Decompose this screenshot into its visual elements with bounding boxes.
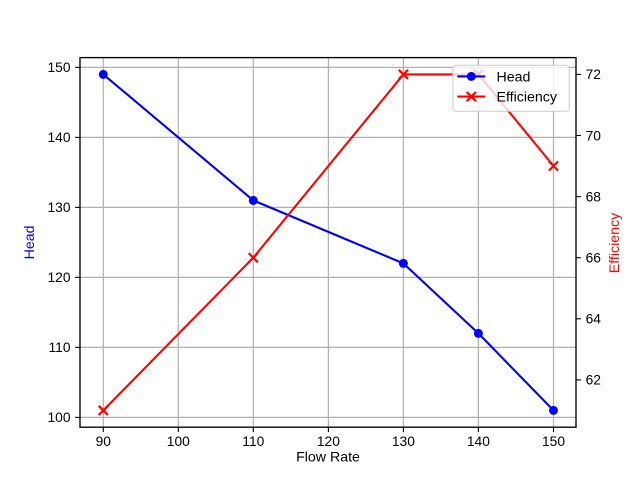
svg-text:100: 100 xyxy=(47,410,70,425)
svg-text:Head: Head xyxy=(497,69,531,85)
svg-text:90: 90 xyxy=(96,434,112,449)
svg-text:130: 130 xyxy=(392,434,415,449)
svg-text:140: 140 xyxy=(467,434,490,449)
svg-text:110: 110 xyxy=(242,434,264,449)
svg-text:70: 70 xyxy=(586,128,602,143)
svg-text:120: 120 xyxy=(47,270,70,285)
svg-text:64: 64 xyxy=(586,312,602,327)
svg-text:150: 150 xyxy=(47,60,70,75)
svg-text:100: 100 xyxy=(167,434,190,449)
svg-text:62: 62 xyxy=(586,373,601,388)
svg-text:150: 150 xyxy=(542,434,565,449)
svg-text:68: 68 xyxy=(586,189,602,204)
svg-text:140: 140 xyxy=(47,130,70,145)
svg-text:Head: Head xyxy=(22,225,38,259)
svg-text:Efficiency: Efficiency xyxy=(607,212,623,273)
svg-text:120: 120 xyxy=(317,434,340,449)
svg-text:72: 72 xyxy=(586,67,601,82)
svg-text:Flow Rate: Flow Rate xyxy=(296,449,360,465)
svg-text:Efficiency: Efficiency xyxy=(497,90,558,106)
svg-text:66: 66 xyxy=(586,251,602,266)
svg-text:130: 130 xyxy=(47,200,70,215)
svg-text:110: 110 xyxy=(49,340,71,355)
